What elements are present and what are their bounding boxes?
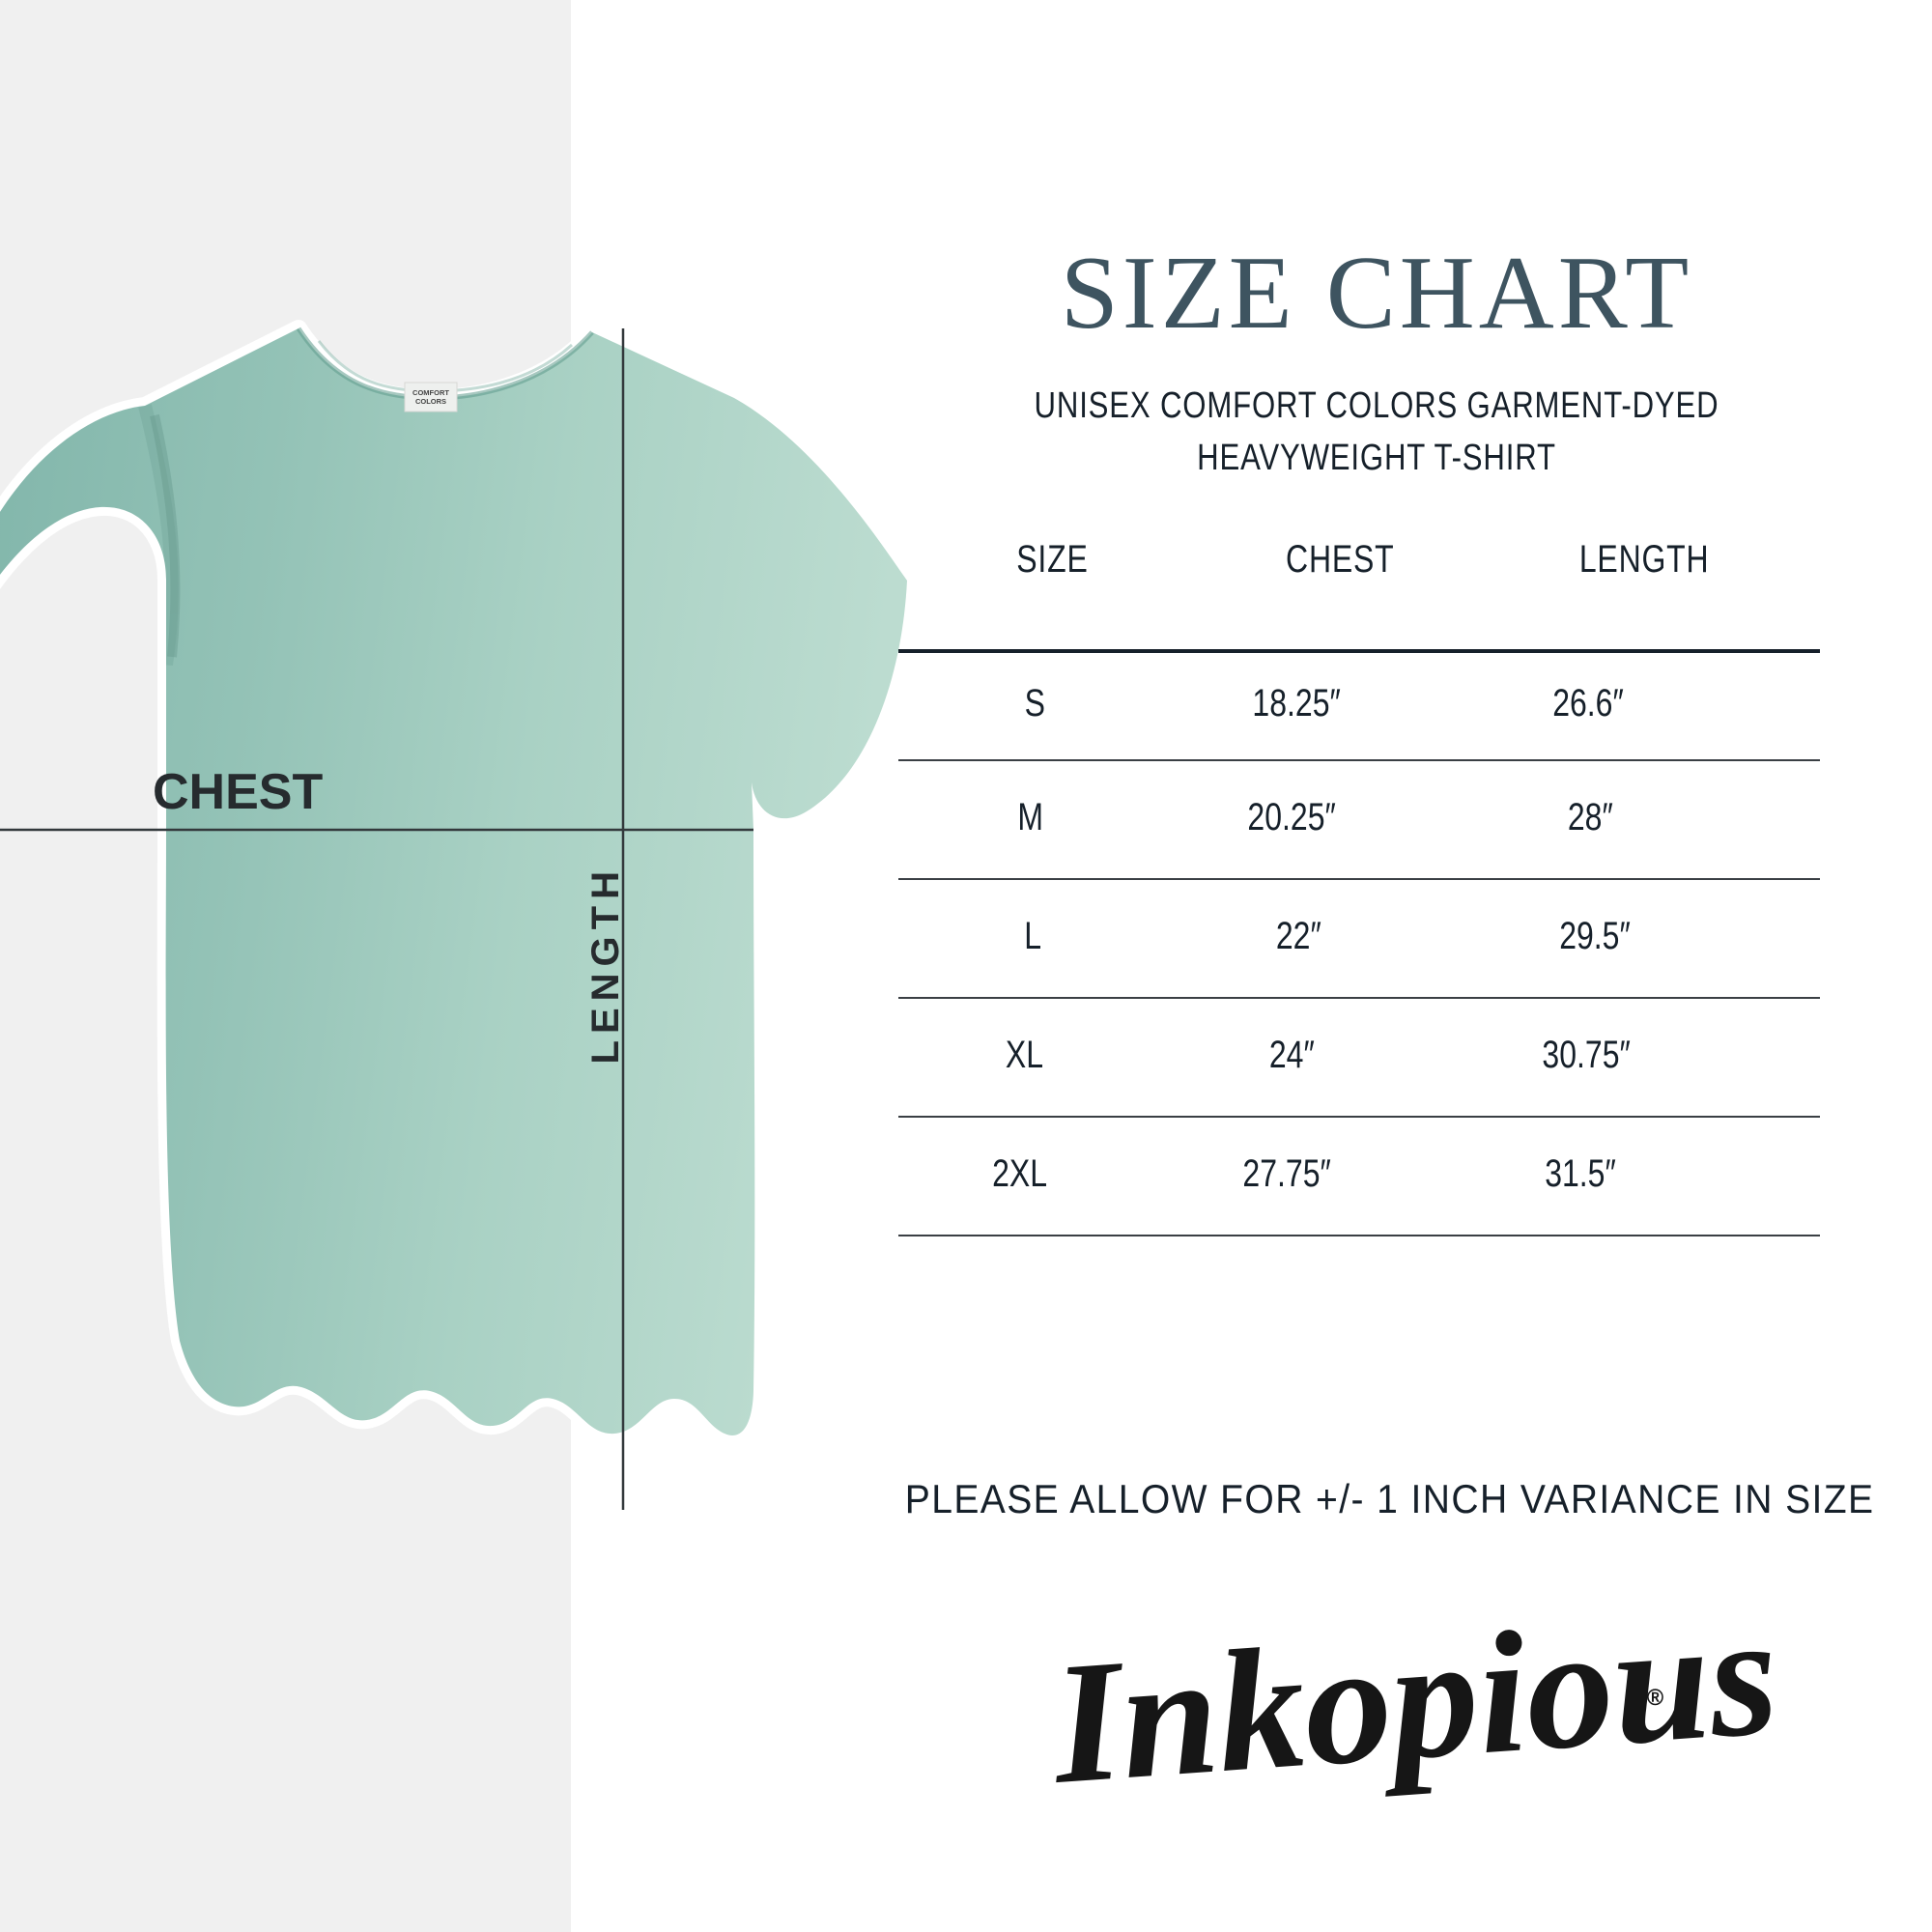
svg-text:COLORS: COLORS [415, 397, 446, 406]
svg-text:COMFORT: COMFORT [412, 388, 449, 397]
svg-text:Inkopious: Inkopious [1045, 1608, 1783, 1820]
svg-text:®: ® [1647, 1685, 1663, 1710]
